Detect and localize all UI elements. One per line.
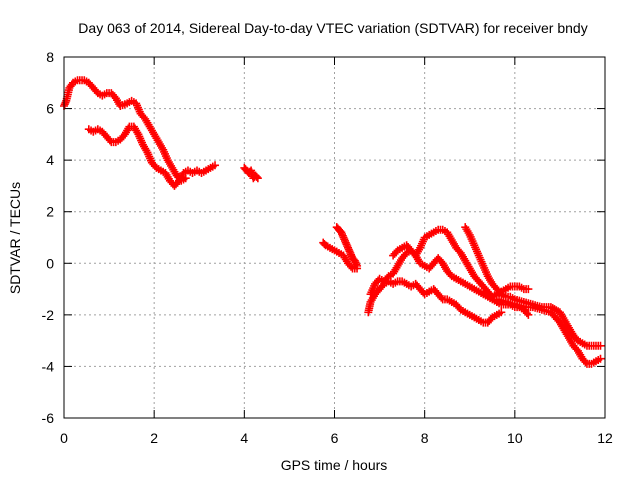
x-tick-label: 4: [240, 430, 248, 446]
y-tick-label: -2: [42, 307, 55, 323]
x-tick-label: 8: [421, 430, 429, 446]
y-tick-label: -6: [42, 410, 55, 426]
y-tick-label: 6: [46, 101, 54, 117]
data-point: [211, 161, 220, 170]
chart-title: Day 063 of 2014, Sidereal Day-to-day VTE…: [78, 20, 587, 36]
x-axis-label: GPS time / hours: [281, 457, 388, 473]
plot-frame: [63, 56, 606, 419]
y-tick-label: 2: [46, 204, 54, 220]
series-arc-3: [240, 163, 262, 183]
series-arc-5: [332, 223, 362, 270]
y-tick-label: 4: [46, 152, 54, 168]
x-tick-label: 0: [60, 430, 68, 446]
x-tick-label: 10: [507, 430, 523, 446]
data-point: [105, 136, 114, 145]
y-tick-label: -4: [42, 358, 55, 374]
data-point: [596, 341, 605, 350]
data-point: [353, 261, 362, 270]
data-point: [596, 354, 605, 363]
x-tick-label: 12: [597, 430, 613, 446]
grid: [64, 57, 605, 418]
series-arc-4: [319, 238, 362, 273]
data-points: [60, 76, 605, 368]
y-axis-label: SDTVAR / TECUs: [7, 182, 23, 294]
data-point: [524, 285, 533, 294]
data-point: [253, 174, 262, 183]
x-tick-label: 2: [150, 430, 158, 446]
series-arc-2: [84, 122, 220, 190]
x-tick-label: 6: [331, 430, 339, 446]
y-tick-label: 8: [46, 49, 54, 65]
data-point: [581, 358, 590, 367]
series-arc-10: [492, 295, 605, 368]
y-tick-label: 0: [46, 255, 54, 271]
data-point: [347, 262, 356, 271]
data-point: [497, 308, 506, 317]
data-point: [252, 172, 261, 181]
series-arc-6: [364, 277, 506, 327]
data-point: [437, 293, 446, 302]
data-point: [524, 310, 533, 319]
